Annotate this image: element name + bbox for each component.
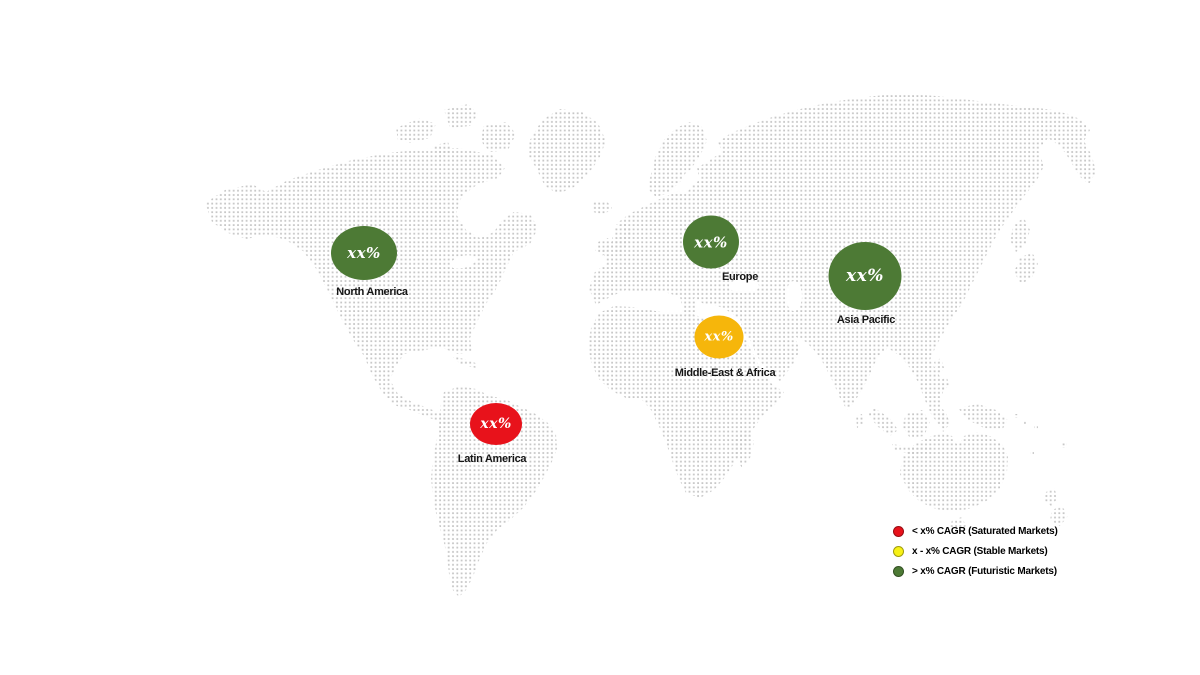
region-label-north-america: North America bbox=[336, 286, 408, 298]
cagr-legend: < x% CAGR (Saturated Markets) x - x% CAG… bbox=[893, 521, 1058, 581]
legend-label: x - x% CAGR (Stable Markets) bbox=[912, 545, 1048, 557]
legend-row-stable: x - x% CAGR (Stable Markets) bbox=[893, 541, 1058, 561]
bubble-north-america: xx% bbox=[331, 226, 397, 280]
bubble-value: xx% bbox=[347, 244, 381, 262]
bubble-latin-america: xx% bbox=[470, 403, 522, 445]
bubble-europe: xx% bbox=[683, 215, 739, 269]
bubble-value: xx% bbox=[480, 416, 512, 432]
region-label-latin-america: Latin America bbox=[457, 453, 527, 465]
legend-dot-yellow bbox=[893, 545, 904, 557]
legend-label: < x% CAGR (Saturated Markets) bbox=[912, 525, 1058, 537]
sea-cutouts bbox=[450, 169, 802, 311]
bubble-value: xx% bbox=[846, 266, 884, 286]
bubble-value: xx% bbox=[704, 329, 734, 345]
region-label-middle-east-africa: Middle-East & Africa bbox=[674, 367, 776, 379]
region-label-europe: Europe bbox=[721, 271, 759, 283]
legend-row-saturated: < x% CAGR (Saturated Markets) bbox=[893, 521, 1058, 541]
bubble-value: xx% bbox=[694, 233, 728, 251]
bubble-middle-east-africa: xx% bbox=[694, 315, 744, 359]
legend-label: > x% CAGR (Futuristic Markets) bbox=[912, 565, 1057, 577]
legend-dot-green bbox=[893, 565, 904, 577]
bubble-asia-pacific: xx% bbox=[828, 242, 902, 310]
legend-dot-red bbox=[893, 525, 904, 537]
legend-row-futuristic: > x% CAGR (Futuristic Markets) bbox=[893, 561, 1058, 581]
region-label-asia-pacific: Asia Pacific bbox=[836, 314, 896, 326]
